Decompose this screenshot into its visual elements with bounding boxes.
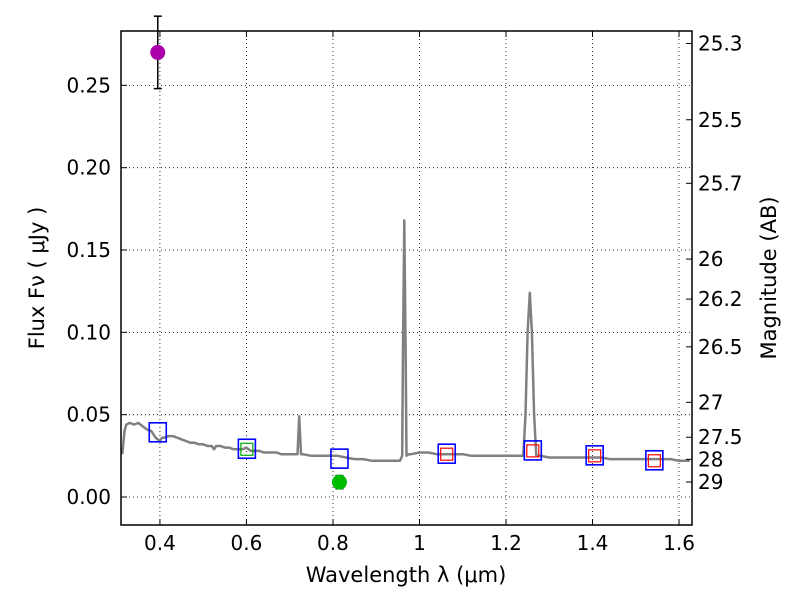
plot-frame <box>120 30 693 526</box>
x-tick-label: 1.6 <box>663 531 695 555</box>
y-tick-label: 0.15 <box>66 238 111 262</box>
x-tick-label: 1.2 <box>490 531 522 555</box>
x-tick-label: 0.4 <box>144 531 176 555</box>
model-photometry-square <box>437 443 457 464</box>
x-tick-label: 1 <box>413 531 426 555</box>
mag-tick-label: 25.5 <box>698 108 743 132</box>
y-tick-label: 0.10 <box>66 320 111 344</box>
spectrum-line <box>121 219 690 463</box>
spectrum-layer <box>121 219 690 463</box>
y-tick-label: 0.20 <box>66 156 111 180</box>
y-axis-title: Flux Fν ( μJy ) <box>25 207 49 350</box>
mag-tick-label: 28 <box>698 447 723 471</box>
mag-tick-label: 27.5 <box>698 425 743 449</box>
model-photometry-square <box>330 448 349 469</box>
model-photometry-square <box>585 445 604 466</box>
model-photometry-square <box>148 421 168 443</box>
x-axis-title: Wavelength λ (μm) <box>306 563 507 587</box>
model-photometry-square <box>523 440 543 461</box>
observed-flux-point <box>526 444 540 458</box>
mag-tick-label: 29 <box>698 470 723 494</box>
model-photometry-square <box>645 449 664 471</box>
axis-ticks: 0.4 0.6 0.8 1 1.2 1.4 1.6 0.00 0.05 0.10 0.15 0.20 0… <box>66 31 743 555</box>
y-tick-label: 0.05 <box>66 403 111 427</box>
mag-tick-label: 25.7 <box>698 171 743 195</box>
mag-tick-label: 26.5 <box>698 335 743 359</box>
observed-flux-point <box>150 44 166 60</box>
mag-tick-label: 26 <box>698 247 723 271</box>
mag-tick-label: 27 <box>698 390 723 414</box>
observed-flux-point <box>240 442 254 456</box>
y-tick-label: 0.00 <box>66 485 111 509</box>
observed-flux-point <box>331 474 347 490</box>
x-tick-label: 1.4 <box>577 531 609 555</box>
observed-flux-point <box>647 454 661 468</box>
photometry-markers <box>148 15 664 490</box>
y-tick-label: 0.25 <box>66 73 111 97</box>
x-tick-label: 0.6 <box>231 531 263 555</box>
y2-axis-title: Magnitude (AB) <box>757 196 781 359</box>
mag-tick-label: 25.3 <box>698 32 743 56</box>
observed-flux-point <box>588 449 602 463</box>
model-photometry-square <box>237 438 257 460</box>
mag-tick-label: 26.2 <box>698 287 743 311</box>
observed-flux-point <box>440 447 454 461</box>
x-tick-label: 0.8 <box>317 531 349 555</box>
